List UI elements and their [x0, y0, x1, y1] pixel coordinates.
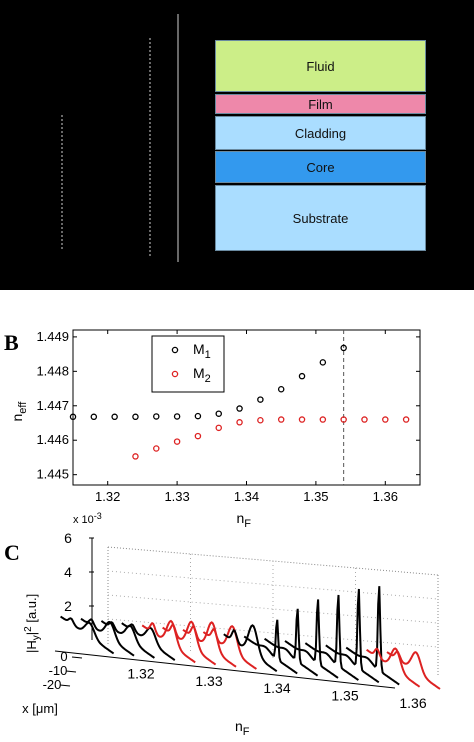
- layer-cladding: Cladding: [215, 116, 426, 150]
- panel-b-scatter-chart: 1.32 1.33 1.34 1.35 1.36 1.445 1.446 1.447 1.448…: [9, 329, 421, 530]
- mode-profile-slice: [243, 619, 298, 675]
- series-2-point: [257, 416, 264, 424]
- panel-b-label: B: [4, 330, 19, 355]
- mode-profile-slice: [60, 615, 115, 655]
- series-1-point: [236, 405, 243, 412]
- x-tick-label: 1.36: [399, 695, 426, 711]
- series-2-point: [173, 438, 181, 445]
- series-1-point: [277, 385, 285, 393]
- mode-profile-slice: [223, 624, 278, 673]
- mode-profile-slice: [80, 617, 135, 657]
- depth-tick: [71, 656, 83, 659]
- layer-core: Core: [215, 151, 426, 183]
- y-tick-label: 1.445: [36, 467, 69, 482]
- plot-frame: [72, 329, 421, 486]
- x-tick-label: 1.33: [164, 489, 189, 504]
- panel-c-3d-plot: 2 4 6 |Hy|2 [a.u.] 0-10-20 x [μm] 1.32 1.33 1.34…: [22, 530, 441, 738]
- layer-film: Film: [215, 94, 426, 114]
- legend-entry: M1: [193, 341, 211, 361]
- series-2-point: [215, 424, 222, 432]
- depth-tick-label: -20: [43, 677, 62, 692]
- mode-profile-slice: [366, 647, 421, 688]
- x-tick-label: 1.35: [303, 489, 328, 504]
- z-tick-label: 2: [64, 598, 72, 614]
- series-1-point: [111, 413, 118, 421]
- z-tick-label: 4: [64, 564, 72, 580]
- series-1-point: [153, 413, 160, 420]
- x-tick-label: 1.34: [234, 489, 259, 504]
- series-2-point: [194, 432, 202, 440]
- x-tick-label: 1.36: [373, 489, 398, 504]
- layer-label: Substrate: [292, 210, 349, 226]
- panel-c-label: C: [4, 540, 20, 565]
- mode-profile-slice: [386, 650, 441, 690]
- y-tick-label: 1.449: [36, 329, 69, 344]
- series-2-point: [382, 416, 389, 423]
- y-axis-label-group: neff: [9, 401, 29, 422]
- layer-fluid: Fluid: [215, 40, 426, 92]
- series-2-point: [361, 416, 368, 423]
- panel-a-schematic: Fluid Film Cladding Core Substrate: [0, 0, 474, 290]
- depth-axis-label: x [μm]: [22, 701, 58, 716]
- x-axis-label: nF: [235, 718, 250, 738]
- mode-profile-slice: [325, 588, 380, 684]
- depth-tick-label: -10: [49, 663, 68, 678]
- depth-tick: [65, 670, 77, 673]
- x-axis-line: [54, 650, 396, 689]
- y-tick-label: 1.447: [36, 398, 69, 413]
- mode-profile-slice: [345, 586, 400, 686]
- layer-substrate: Substrate: [215, 185, 426, 251]
- series-1-point: [319, 359, 327, 366]
- series-2-point: [340, 416, 347, 423]
- panel-a-guidelines: [61, 14, 179, 262]
- series-1-point: [132, 413, 139, 421]
- mode-profile-slice: [202, 624, 257, 670]
- layer-label: Cladding: [294, 125, 347, 141]
- x-tick-label: 1.35: [331, 688, 358, 704]
- series-2-point: [277, 416, 285, 423]
- layer-label: Fluid: [306, 58, 335, 74]
- series-2-point: [402, 416, 410, 423]
- series-1-point: [298, 372, 306, 380]
- mode-profile-slice: [141, 619, 196, 664]
- series-2-point: [132, 453, 139, 460]
- y-tick-label: 1.448: [36, 363, 69, 378]
- series-1-point: [257, 396, 264, 403]
- mode-profile-slice: [304, 594, 359, 681]
- z-axis-label: |Hy|2 [a.u.]: [23, 594, 42, 653]
- x-axis-label: nF: [237, 510, 252, 530]
- x-tick-label: 1.34: [263, 680, 290, 696]
- x-tick-label: 1.32: [127, 665, 154, 681]
- legend-box: [151, 335, 225, 393]
- series-1-point: [90, 413, 98, 421]
- series-2-point: [298, 416, 306, 423]
- series-1-point: [215, 410, 222, 417]
- series-1-point: [173, 413, 181, 420]
- x-tick-label: 1.32: [95, 489, 120, 504]
- layer-label: Core: [306, 159, 335, 175]
- legend-marker: [171, 370, 179, 378]
- series-1-point: [340, 344, 347, 352]
- series-2-point: [319, 416, 327, 423]
- mode-profile-slice: [264, 608, 319, 677]
- series-2-point: [236, 419, 243, 426]
- mode-profile-slice: [162, 620, 217, 666]
- y-tick-label: 1.446: [36, 432, 69, 447]
- series-1-point: [194, 412, 202, 420]
- legend-marker: [171, 346, 179, 354]
- series-1-point: [69, 413, 77, 421]
- x-tick-label: 1.33: [195, 673, 222, 689]
- y-axis-label: neff: [9, 401, 29, 422]
- mode-profile-slice: [182, 621, 237, 668]
- z-tick-label: 6: [64, 530, 72, 546]
- depth-tick: [59, 684, 71, 687]
- legend-entry: M2: [193, 365, 211, 385]
- series-2-point: [153, 445, 160, 452]
- depth-tick-label: 0: [60, 649, 67, 664]
- z-axis-label-group: |Hy|2 [a.u.]: [23, 594, 42, 653]
- exponent-label: x 10-3: [73, 511, 102, 526]
- layer-label: Film: [308, 96, 333, 112]
- mode-profile-slice: [284, 599, 339, 679]
